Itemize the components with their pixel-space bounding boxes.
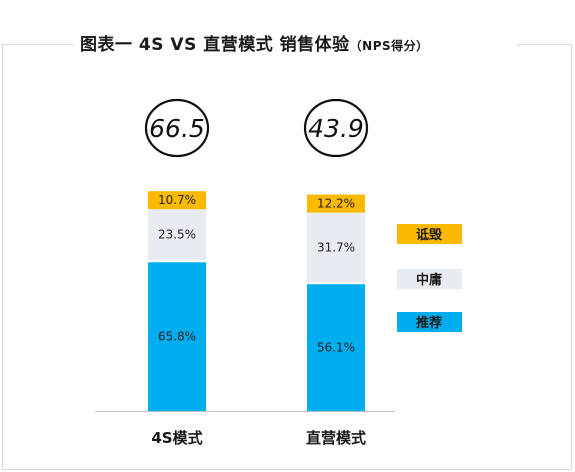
bar-segment-detractor-1 (307, 194, 365, 213)
bar-segment-passive-0 (148, 209, 206, 261)
legend-label-1: 中庸 (416, 272, 442, 288)
legend-label-2: 推荐 (416, 315, 442, 331)
bar-label-promoter-0: 65.8% (158, 330, 196, 344)
chart-title-suffix: （NPS得分） (349, 39, 429, 53)
bar-segment-promoter-1 (307, 284, 365, 411)
bar-label-promoter-1: 56.1% (317, 341, 355, 355)
frame-top-border-right (517, 44, 572, 45)
nps-score-circle-0 (144, 98, 210, 158)
nps-score-value-0: 66.5 (149, 114, 205, 143)
bar-label-passive-0: 23.5% (158, 228, 196, 242)
chart-title-main: 图表一 4S VS 直营模式 销售体验 (80, 35, 350, 55)
chart-frame (2, 44, 572, 470)
category-label-0: 4S模式 (151, 429, 202, 447)
legend-swatch-2 (397, 312, 462, 332)
bar-segment-detractor-0 (148, 191, 206, 210)
bar-label-detractor-0: 10.7% (158, 193, 196, 207)
bars-group: 65.8% 23.5% 10.7% 66.5 4S模式 56.1% 31.7% 12.2% 43… (144, 98, 369, 447)
bar-segment-promoter-0 (148, 262, 206, 411)
chart-title: 图表一 4S VS 直营模式 销售体验（NPS得分） (80, 32, 512, 58)
bar-label-detractor-1: 12.2% (317, 197, 355, 211)
legend-label-0: 诋毁 (416, 227, 443, 243)
category-label-1: 直营模式 (306, 429, 366, 447)
frame-top-border-left (2, 44, 74, 45)
legend-swatch-1 (397, 269, 462, 289)
nps-score-value-1: 43.9 (308, 114, 364, 143)
legend-swatch-0 (397, 224, 462, 244)
bar-label-passive-1: 31.7% (317, 240, 355, 254)
nps-score-circle-1 (303, 98, 369, 158)
bar-segment-passive-1 (307, 212, 365, 283)
